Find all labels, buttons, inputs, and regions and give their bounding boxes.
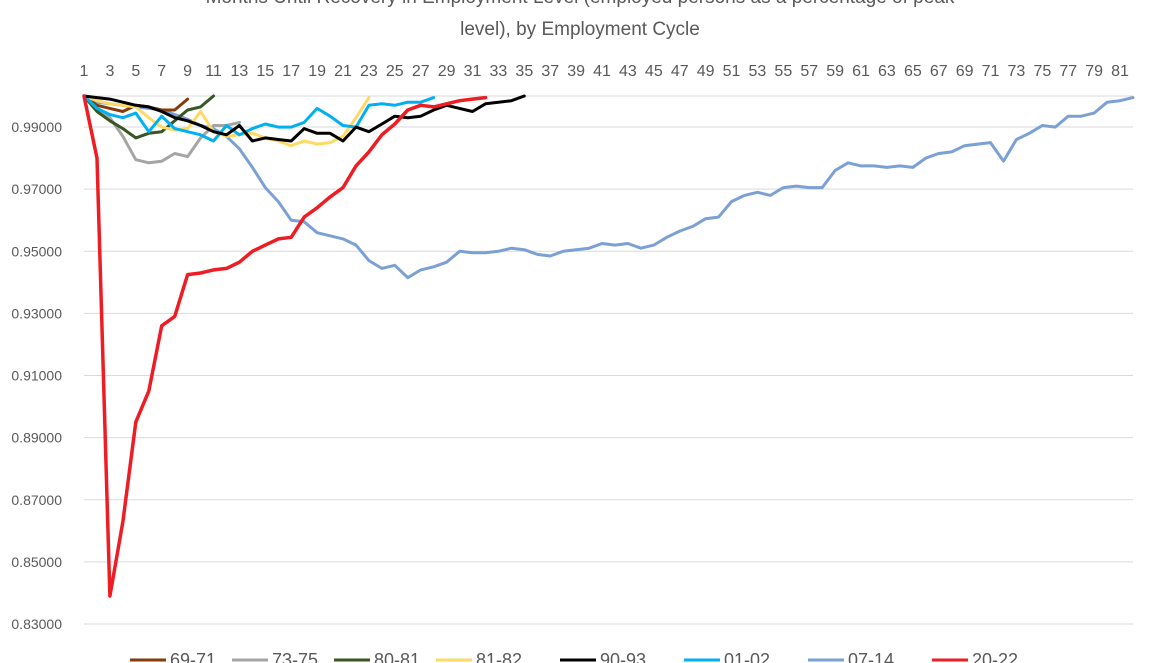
y-tick-label: 0.83000	[11, 616, 62, 632]
x-tick-label: 33	[490, 63, 508, 80]
y-tick-label: 0.91000	[11, 368, 62, 384]
x-tick-label: 67	[930, 63, 948, 80]
x-tick-label: 59	[826, 63, 844, 80]
x-tick-label: 43	[619, 63, 637, 80]
gridlines	[84, 126, 1133, 625]
legend-label: 01-02	[724, 650, 770, 663]
x-tick-label: 53	[749, 63, 767, 80]
x-tick-label: 9	[183, 63, 192, 80]
x-tick-label: 7	[157, 63, 166, 80]
x-tick-label: 81	[1111, 63, 1129, 80]
x-tick-label: 79	[1085, 63, 1103, 80]
x-tick-label: 57	[800, 63, 818, 80]
x-tick-label: 25	[386, 63, 404, 80]
x-tick-label: 49	[697, 63, 715, 80]
series-line-73-75	[82, 94, 241, 165]
x-tick-label: 13	[231, 63, 249, 80]
x-tick-label: 65	[904, 63, 922, 80]
legend-label: 80-81	[374, 650, 420, 663]
legend-label: 20-22	[972, 650, 1018, 663]
x-tick-label: 77	[1059, 63, 1077, 80]
x-tick-label: 1	[80, 63, 89, 80]
legend-label: 90-93	[600, 650, 646, 663]
x-tick-label: 11	[205, 63, 222, 80]
legend-label: 07-14	[848, 650, 894, 663]
x-tick-label: 71	[982, 63, 1000, 80]
y-tick-label: 0.85000	[11, 554, 62, 570]
legend-label: 69-71	[170, 650, 216, 663]
series-line-81-82	[82, 94, 371, 148]
x-tick-label: 55	[774, 63, 792, 80]
x-tick-label: 61	[852, 63, 870, 80]
series-line-01-02	[82, 94, 436, 143]
x-tick-label: 31	[464, 63, 482, 80]
y-tick-label: 0.97000	[11, 181, 62, 197]
y-tick-label: 0.95000	[11, 243, 62, 259]
x-tick-label: 19	[308, 63, 326, 80]
x-tick-label: 29	[438, 63, 456, 80]
legend-label: 73-75	[272, 650, 318, 663]
x-tick-label: 39	[567, 63, 585, 80]
series-line-80-81	[82, 94, 215, 140]
x-tick-label: 17	[282, 63, 300, 80]
x-tick-label: 37	[541, 63, 559, 80]
series-line-90-93	[82, 94, 526, 143]
y-tick-label: 0.99000	[11, 119, 62, 135]
x-tick-label: 27	[412, 63, 430, 80]
chart-title-line-1: Months Until Recovery in Employment Leve…	[0, 0, 1160, 9]
x-tick-label: 45	[645, 63, 663, 80]
x-tick-label: 3	[105, 63, 114, 80]
x-tick-label: 41	[593, 63, 611, 80]
legend: 69-71 73-75 80-81 81-82 90-93 01-02 07-14 20-22	[130, 650, 1018, 663]
x-tick-label: 21	[334, 63, 352, 80]
y-tick-label: 0.87000	[11, 492, 62, 508]
x-tick-label: 73	[1008, 63, 1026, 80]
y-axis: 0.99000 0.97000 0.95000 0.93000 0.91000 0.890…	[11, 119, 62, 632]
series-lines	[82, 94, 1135, 598]
legend-label: 81-82	[476, 650, 522, 663]
x-tick-label: 63	[878, 63, 896, 80]
y-tick-label: 0.89000	[11, 430, 62, 446]
x-tick-label: 23	[360, 63, 378, 80]
x-tick-label: 35	[515, 63, 533, 80]
x-tick-label: 47	[671, 63, 689, 80]
series-line-07-14	[82, 94, 1135, 280]
x-tick-label: 75	[1033, 63, 1051, 80]
x-tick-label: 51	[723, 63, 741, 80]
x-tick-label: 5	[131, 63, 140, 80]
x-tick-label: 69	[956, 63, 974, 80]
series-line-20-22	[82, 94, 488, 598]
y-tick-label: 0.93000	[11, 305, 62, 321]
x-tick-label: 15	[256, 63, 274, 80]
x-axis: 1 3 5 7 9 11 13 15 17 19 21 23 25 27 29 31 33 35 37 39 41 43 4…	[80, 63, 1133, 97]
chart-title-line-2: level), by Employment Cycle	[460, 19, 700, 40]
